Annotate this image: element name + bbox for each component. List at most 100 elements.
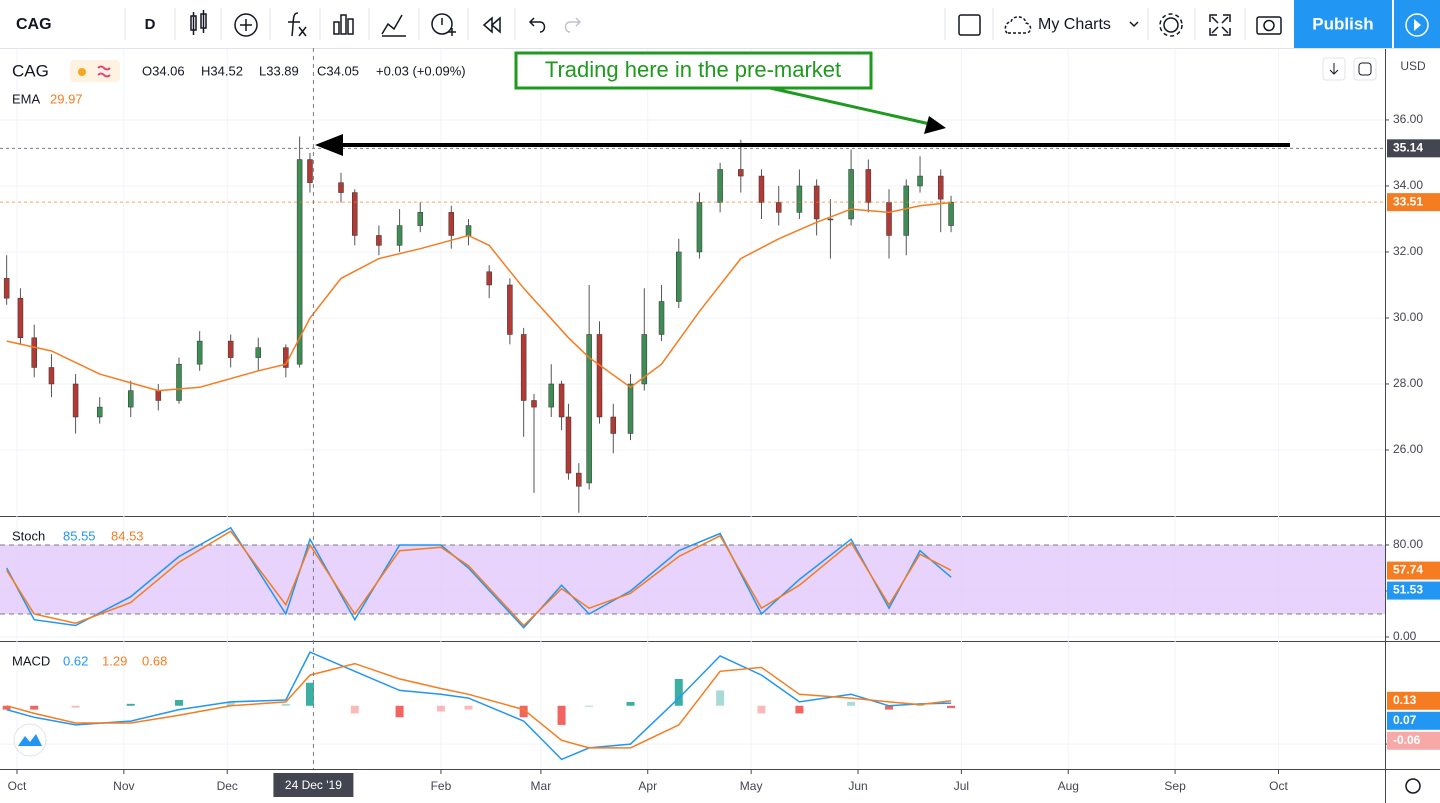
candle-body: [937, 175, 944, 200]
cloud-icon[interactable]: [1004, 16, 1032, 34]
x-tick-label: Feb: [431, 779, 452, 793]
x-tick-label: Oct: [8, 779, 27, 793]
dropdown-icon[interactable]: [1129, 21, 1139, 28]
ideas-icon[interactable]: [381, 14, 406, 37]
candle-body: [903, 185, 909, 236]
axis-settings[interactable]: [1405, 778, 1421, 794]
macd-last: 0.62: [63, 653, 88, 668]
candle-body: [548, 383, 554, 408]
ohlc-low: L33.89: [259, 63, 299, 78]
candle-body: [558, 383, 565, 418]
settings-icon[interactable]: [1163, 17, 1179, 33]
compare-icon[interactable]: [234, 13, 258, 37]
candle-body: [155, 390, 162, 401]
x-tick-label: May: [740, 779, 763, 793]
histogram-bar: [436, 705, 445, 712]
candle-body: [658, 301, 665, 335]
y-tick-label: 34.00: [1393, 178, 1423, 192]
histogram-bar: [305, 682, 314, 706]
candle-body: [865, 169, 872, 203]
candle-body: [396, 225, 403, 246]
alert-icon[interactable]: [431, 13, 456, 36]
publish-label[interactable]: Publish: [1312, 14, 1373, 33]
histogram-bar: [916, 705, 925, 706]
ohlc-close: C34.05: [317, 63, 359, 78]
candle-body: [827, 218, 834, 221]
candle-body: [576, 472, 582, 487]
symbol[interactable]: CAG: [16, 16, 52, 33]
ema-name: EMA: [12, 91, 41, 106]
candle-body: [596, 334, 603, 418]
candle-body: [565, 416, 572, 474]
candle-body: [283, 347, 289, 368]
candle-body: [31, 337, 37, 368]
stoch-k-last: 85.55: [63, 528, 96, 543]
candle-body: [338, 182, 344, 193]
layout-icon[interactable]: [958, 14, 981, 36]
crosshair-label-box: [273, 773, 354, 797]
histogram-bar: [126, 703, 135, 706]
histogram-bar: [2, 705, 11, 710]
candle-body: [848, 169, 854, 220]
candle-body: [96, 406, 103, 418]
undo-icon[interactable]: [528, 17, 546, 33]
histogram-bar: [795, 705, 804, 714]
redo-icon[interactable]: [564, 17, 582, 33]
candles-icon[interactable]: [190, 10, 207, 35]
indicator-line: [6, 526, 952, 629]
price-label: 57.74: [1393, 563, 1423, 577]
histogram-bar: [557, 705, 566, 725]
histogram-bar: [674, 678, 683, 706]
price-label-box: [1387, 581, 1440, 600]
background: [0, 48, 1440, 803]
fullscreen-icon[interactable]: [1209, 14, 1231, 36]
reset-button[interactable]: [1353, 57, 1377, 81]
histogram-bar: [947, 705, 956, 709]
publish-button[interactable]: [1294, 0, 1392, 48]
candle-body: [486, 271, 492, 286]
histogram-bar: [281, 703, 290, 706]
y-tick-label: 28.00: [1393, 376, 1423, 390]
histogram-bar: [464, 705, 473, 710]
candle-body: [796, 185, 803, 213]
indicators-icon[interactable]: [288, 12, 307, 37]
candle-body: [376, 235, 382, 246]
drawings: Trading here in the pre-market USD: [315, 51, 1426, 794]
ohlc-change: +0.03 (+0.09%): [376, 63, 466, 78]
sun-icon: [78, 68, 86, 76]
price-label-box: [1387, 731, 1440, 750]
histogram-bar: [626, 701, 635, 706]
histogram-bar: [519, 705, 528, 718]
reset-icon: [1358, 62, 1372, 76]
x-tick-label: Jun: [848, 779, 867, 793]
stream-play: [1414, 19, 1421, 31]
candle-body: [3, 278, 10, 299]
price-label-box: [1387, 139, 1440, 158]
crosshair-label: 24 Dec '19: [285, 778, 342, 792]
my-charts[interactable]: My Charts: [1038, 16, 1111, 33]
candle-body: [610, 416, 617, 434]
ema-last: 29.97: [50, 91, 83, 106]
histogram-bar: [350, 705, 359, 714]
toolbar: CAG D My Charts Publish: [0, 0, 1440, 49]
legend-symbol: CAG: [12, 61, 49, 80]
candle-body: [296, 159, 303, 365]
scroll-icon: [1329, 63, 1339, 75]
candle-body: [417, 212, 424, 226]
x-tick-label: Jul: [954, 779, 969, 793]
price-label: 0.07: [1393, 713, 1417, 727]
snapshot-icon[interactable]: [1256, 16, 1282, 35]
y-tick-label: 0.00: [1393, 629, 1417, 643]
templates-icon[interactable]: [333, 14, 354, 35]
price-label: -0.06: [1393, 733, 1421, 747]
replay-icon[interactable]: [482, 16, 501, 34]
logo-button[interactable]: [13, 723, 47, 757]
candle-body: [72, 383, 79, 418]
callout-text: Trading here in the pre-market: [545, 57, 841, 82]
candle-body: [758, 175, 765, 203]
interval[interactable]: D: [145, 16, 156, 33]
candle-body: [448, 212, 455, 236]
toolbar-icons: [190, 10, 1282, 37]
candle-body: [717, 169, 723, 203]
